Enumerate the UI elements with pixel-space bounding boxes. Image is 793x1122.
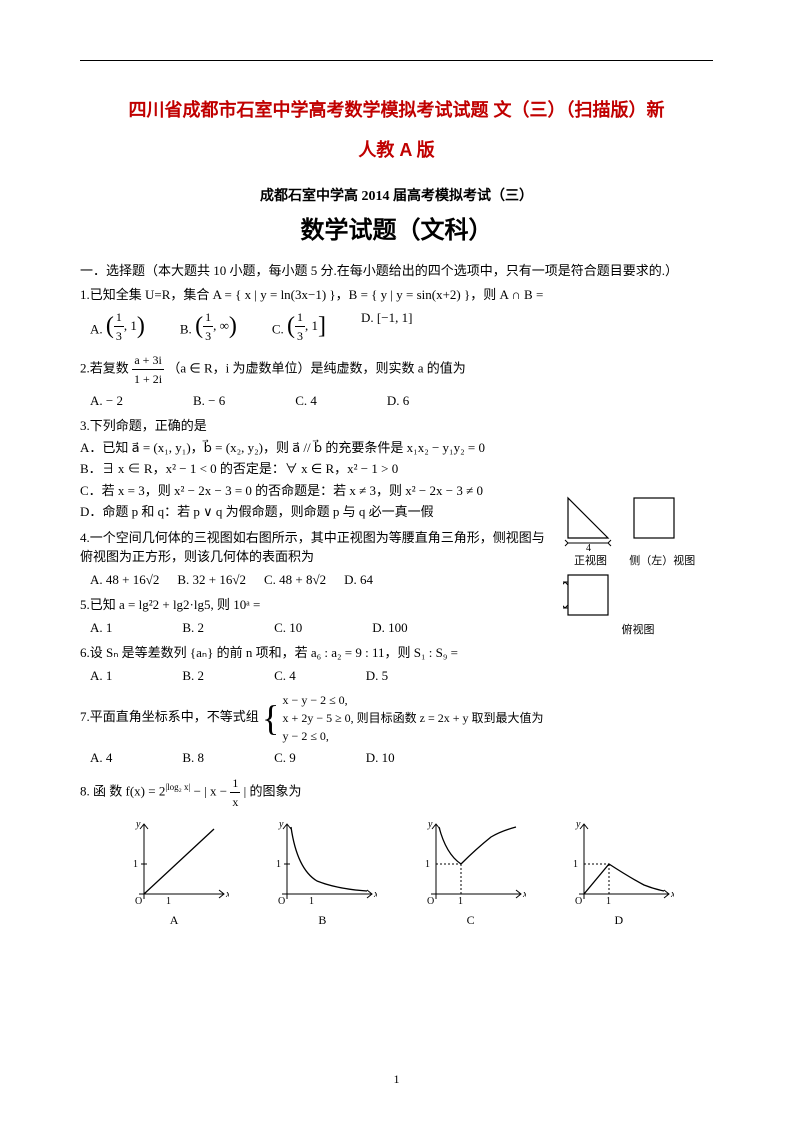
q6-text: 6.设 Sₙ 是等差数列 {aₙ} 的前 n 项和，若 a₆ : a₂ = 9 … xyxy=(80,645,458,660)
q4-option-d: D. 64 xyxy=(344,570,373,590)
q2-options: A. − 2 B. − 6 C. 4 D. 6 xyxy=(90,391,713,411)
q2-option-d: D. 6 xyxy=(387,391,409,411)
svg-text:O: O xyxy=(575,896,582,907)
q4-option-a: A. 48 + 16√2 xyxy=(90,570,159,590)
q5-option-b: B. 2 xyxy=(182,618,204,638)
svg-text:x: x xyxy=(373,889,377,900)
q1-option-c: C. (13, 1] xyxy=(272,308,326,345)
q7-option-a: A. 4 xyxy=(90,748,112,768)
svg-text:y: y xyxy=(278,819,284,830)
q6-option-d: D. 5 xyxy=(366,666,388,686)
q4-option-c: C. 48 + 8√2 xyxy=(264,570,326,590)
exam-header: 成都石室中学高 2014 届高考模拟考试（三） xyxy=(80,185,713,205)
page-number: 1 xyxy=(0,1072,793,1087)
graph-b-svg: x y O 1 1 xyxy=(267,819,377,909)
svg-text:O: O xyxy=(135,896,142,907)
q6-option-a: A. 1 xyxy=(90,666,112,686)
graph-a-svg: x y O 1 1 xyxy=(119,819,229,909)
q7-option-d: D. 10 xyxy=(366,748,395,768)
question-8: 8. 函 数 f(x) = 2|log₂ x| − | x − 1x | 的图象… xyxy=(80,774,713,811)
subject-title: 数学试题（文科） xyxy=(80,210,713,245)
q5-option-a: A. 1 xyxy=(90,618,112,638)
q5-option-c: C. 10 xyxy=(274,618,302,638)
q2-option-c: C. 4 xyxy=(295,391,317,411)
q1-option-a: A. (13, 1) xyxy=(90,308,145,345)
q7-options: A. 4 B. 8 C. 9 D. 10 xyxy=(90,748,713,768)
svg-text:x: x xyxy=(670,889,674,900)
q2-option-b: B. − 6 xyxy=(193,391,225,411)
q3-option-a: A．已知 a⃗ = (x₁, y₁)，b⃗ = (x₂, y₂)，则 a⃗ //… xyxy=(80,438,713,458)
front-view-svg: 4 xyxy=(563,493,618,553)
front-view: 4 正视图 xyxy=(563,493,618,570)
graph-b: x y O 1 1 B xyxy=(267,819,377,928)
question-2: 2.若复数 a + 3i1 + 2i （a ∈ R，i 为虚数单位）是纯虚数，则… xyxy=(80,351,713,411)
graph-c: x y O 1 1 C xyxy=(416,819,526,928)
q6-options: A. 1 B. 2 C. 4 D. 5 xyxy=(90,666,713,686)
question-5: 5.已知 a = lg²2 + lg2·lg5, 则 10ᵃ = A. 1 B.… xyxy=(80,595,713,637)
q1-text: 1.已知全集 U=R，集合 A = { x | y = ln(3x−1) }，B… xyxy=(80,287,543,302)
svg-text:x: x xyxy=(522,889,526,900)
q1-option-d: D. [−1, 1] xyxy=(361,308,412,345)
document-title: 四川省成都市石室中学高考数学模拟考试试题 文（三）（扫描版）新 人教 A 版 xyxy=(80,91,713,170)
title-line-1: 四川省成都市石室中学高考数学模拟考试试题 文（三）（扫描版）新 xyxy=(80,91,713,131)
svg-text:1: 1 xyxy=(166,896,171,907)
q5-option-d: D. 100 xyxy=(372,618,407,638)
q3-text: 3.下列命题，正确的是 xyxy=(80,416,713,436)
q1-option-b: B. (13, ∞) xyxy=(180,308,237,345)
question-1: 1.已知全集 U=R，集合 A = { x | y = ln(3x−1) }，B… xyxy=(80,285,713,345)
q7-option-c: C. 9 xyxy=(274,748,296,768)
svg-text:1: 1 xyxy=(276,859,281,870)
section-1-intro: 一．选择题（本大题共 10 小题，每小题 5 分.在每小题给出的四个选项中，只有… xyxy=(80,260,713,279)
svg-text:1: 1 xyxy=(458,896,463,907)
q3-option-b: B．∃ x ∈ R，x² − 1 < 0 的否定是：∀ x ∈ R，x² − 1… xyxy=(80,459,713,479)
q6-option-b: B. 2 xyxy=(182,666,204,686)
graph-d: x y O 1 1 D xyxy=(564,819,674,928)
q6-option-c: C. 4 xyxy=(274,666,296,686)
svg-text:1: 1 xyxy=(573,859,578,870)
svg-text:y: y xyxy=(427,819,433,830)
svg-text:1: 1 xyxy=(425,859,430,870)
title-line-2: 人教 A 版 xyxy=(80,131,713,171)
top-rule xyxy=(80,60,713,61)
q4-text: 4.一个空间几何体的三视图如右图所示，其中正视图为等腰直角三角形，侧视图与俯视图… xyxy=(80,530,545,565)
question-7: 7.平面直角坐标系中，不等式组 { x − y − 2 ≤ 0, x + 2y … xyxy=(80,691,713,768)
q7-option-b: B. 8 xyxy=(182,748,204,768)
question-6: 6.设 Sₙ 是等差数列 {aₙ} 的前 n 项和，若 a₆ : a₂ = 9 … xyxy=(80,643,713,685)
side-view-svg xyxy=(629,493,679,553)
svg-text:O: O xyxy=(427,896,434,907)
graph-d-svg: x y O 1 1 xyxy=(564,819,674,909)
q5-text: 5.已知 a = lg²2 + lg2·lg5, 则 10ᵃ = xyxy=(80,597,260,612)
svg-text:y: y xyxy=(575,819,581,830)
svg-text:O: O xyxy=(278,896,285,907)
svg-text:1: 1 xyxy=(309,896,314,907)
svg-text:x: x xyxy=(225,889,229,900)
graph-a: x y O 1 1 A xyxy=(119,819,229,928)
q4-option-b: B. 32 + 16√2 xyxy=(177,570,246,590)
q1-options: A. (13, 1) B. (13, ∞) C. (13, 1] D. [−1,… xyxy=(90,308,713,345)
svg-text:y: y xyxy=(135,819,141,830)
q2-option-a: A. − 2 xyxy=(90,391,123,411)
svg-text:1: 1 xyxy=(133,859,138,870)
svg-text:4: 4 xyxy=(586,543,591,553)
svg-text:1: 1 xyxy=(606,896,611,907)
q4-options: A. 48 + 16√2 B. 32 + 16√2 C. 48 + 8√2 D.… xyxy=(90,570,553,590)
q8-graphs: x y O 1 1 A x y O 1 1 B xyxy=(80,819,713,928)
graph-c-svg: x y O 1 1 xyxy=(416,819,526,909)
side-view: 侧（左）视图 xyxy=(629,493,695,570)
q5-options: A. 1 B. 2 C. 10 D. 100 xyxy=(90,618,713,638)
question-4: 4.一个空间几何体的三视图如右图所示，其中正视图为等腰直角三角形，侧视图与俯视图… xyxy=(80,528,713,590)
